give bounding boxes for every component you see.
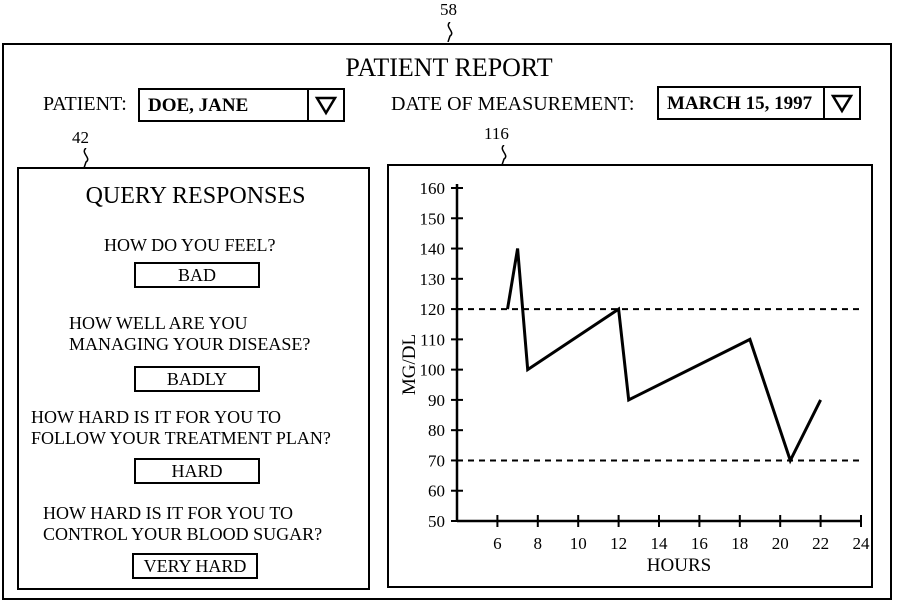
x-tick-label: 20 — [772, 534, 789, 553]
y-axis-label: MG/DL — [399, 334, 420, 395]
x-tick-label: 22 — [812, 534, 829, 553]
glucose-chart-panel: 50 60 70 80 90 100 110 120 130 140 150 160 6 8 10 12 14 1… — [387, 164, 873, 588]
patient-dropdown[interactable]: DOE, JANE — [138, 88, 345, 122]
triangle-down-icon — [825, 88, 859, 118]
answer-4-field[interactable]: VERY HARD — [132, 553, 258, 579]
patient-dropdown-button[interactable] — [307, 90, 343, 120]
x-tick-label: 6 — [493, 534, 502, 553]
patient-value: DOE, JANE — [148, 95, 248, 117]
question-3: HOW HARD IS IT FOR YOU TO FOLLOW YOUR TR… — [31, 407, 331, 449]
y-tick-label: 70 — [428, 451, 445, 470]
query-panel-title: QUERY RESPONSES — [19, 183, 372, 210]
date-dropdown-button[interactable] — [823, 88, 859, 118]
date-value: MARCH 15, 1997 — [667, 93, 812, 115]
y-tick-label: 140 — [420, 240, 446, 259]
triangle-down-icon — [309, 90, 343, 120]
question-4: HOW HARD IS IT FOR YOU TO CONTROL YOUR B… — [43, 503, 322, 545]
x-tick-label: 24 — [853, 534, 871, 553]
x-tick-label: 14 — [651, 534, 669, 553]
patient-label: PATIENT: — [43, 93, 127, 116]
x-tick-label: 8 — [534, 534, 543, 553]
question-1: HOW DO YOU FEEL? — [104, 235, 275, 256]
y-tick-label: 120 — [420, 300, 446, 319]
page-title: PATIENT REPORT — [0, 53, 898, 83]
y-tick-label: 60 — [428, 482, 445, 501]
x-tick-label: 10 — [570, 534, 587, 553]
question-2: HOW WELL ARE YOU MANAGING YOUR DISEASE? — [69, 313, 310, 355]
y-tick-label: 160 — [420, 179, 446, 198]
answer-2-field[interactable]: BADLY — [134, 366, 260, 392]
query-responses-panel: QUERY RESPONSES HOW DO YOU FEEL? BAD HOW… — [17, 167, 370, 590]
y-tick-label: 80 — [428, 421, 445, 440]
y-tick-label: 110 — [420, 330, 445, 349]
y-tick-label: 100 — [420, 361, 446, 380]
glucose-line-chart: 50 60 70 80 90 100 110 120 130 140 150 160 6 8 10 12 14 1… — [389, 166, 871, 586]
x-tick-label: 12 — [610, 534, 627, 553]
y-tick-label: 130 — [420, 270, 446, 289]
y-tick-label: 90 — [428, 391, 445, 410]
x-axis-label: HOURS — [647, 555, 711, 576]
date-dropdown[interactable]: MARCH 15, 1997 — [657, 86, 861, 120]
x-tick-label: 18 — [731, 534, 748, 553]
leader-squiggle — [440, 22, 460, 42]
answer-3-field[interactable]: HARD — [134, 458, 260, 484]
date-label: DATE OF MEASUREMENT: — [391, 93, 634, 116]
y-tick-label: 150 — [420, 209, 446, 228]
y-tick-label: 50 — [428, 512, 445, 531]
series-line — [508, 249, 821, 461]
x-tick-label: 16 — [691, 534, 708, 553]
ref-numeral-report: 58 — [440, 0, 457, 20]
answer-1-field[interactable]: BAD — [134, 262, 260, 288]
